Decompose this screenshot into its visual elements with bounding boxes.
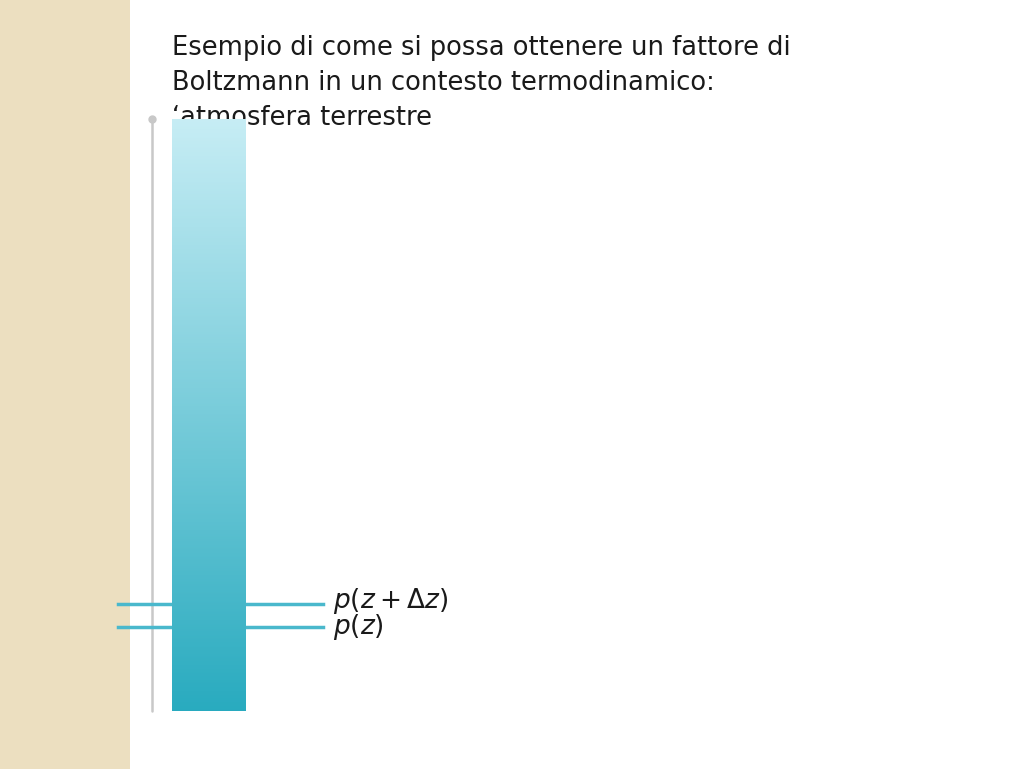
Bar bbox=[0, 0, 130, 769]
Text: $p(z)$: $p(z)$ bbox=[333, 611, 384, 642]
Text: Esempio di come si possa ottenere un fattore di
Boltzmann in un contesto termodi: Esempio di come si possa ottenere un fat… bbox=[172, 35, 791, 131]
Text: $p(z + \Delta z)$: $p(z + \Delta z)$ bbox=[333, 586, 449, 617]
